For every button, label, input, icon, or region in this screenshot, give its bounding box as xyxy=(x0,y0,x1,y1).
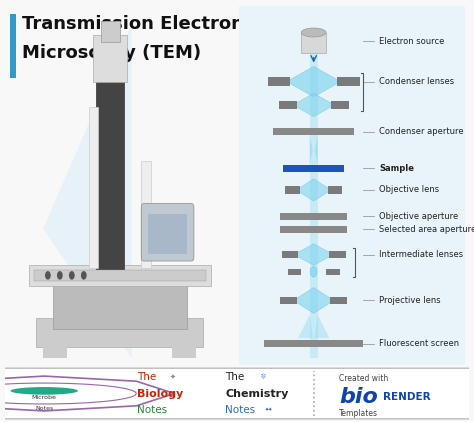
Polygon shape xyxy=(315,315,329,338)
Text: Transmission Electron: Transmission Electron xyxy=(21,15,244,33)
Bar xyxy=(281,297,297,304)
Text: Sample: Sample xyxy=(379,164,414,173)
Bar xyxy=(141,160,151,268)
Text: ✦: ✦ xyxy=(170,373,175,380)
Text: The: The xyxy=(226,372,245,381)
Text: Notes: Notes xyxy=(226,406,255,415)
Polygon shape xyxy=(310,135,313,165)
Text: Objective lens: Objective lens xyxy=(379,186,439,195)
Bar xyxy=(328,186,342,194)
Bar xyxy=(326,268,339,275)
Text: Projective lens: Projective lens xyxy=(379,296,441,305)
Bar xyxy=(279,101,297,109)
Bar xyxy=(310,42,318,358)
Text: Notes: Notes xyxy=(137,406,167,415)
Polygon shape xyxy=(293,93,335,116)
Text: Selected area aperture: Selected area aperture xyxy=(379,225,474,234)
FancyBboxPatch shape xyxy=(0,368,474,419)
Bar xyxy=(288,268,301,275)
Circle shape xyxy=(81,271,87,280)
Polygon shape xyxy=(294,244,333,265)
Bar xyxy=(89,107,98,268)
FancyBboxPatch shape xyxy=(237,0,467,372)
Text: bio: bio xyxy=(339,387,378,407)
Text: ⚛: ⚛ xyxy=(259,372,266,381)
Bar xyxy=(173,340,196,358)
Bar xyxy=(282,251,299,259)
Text: RENDER: RENDER xyxy=(383,392,431,402)
Ellipse shape xyxy=(301,28,326,37)
Bar xyxy=(93,35,127,81)
Text: ✦✦: ✦✦ xyxy=(265,408,273,413)
Text: Electron source: Electron source xyxy=(379,37,444,46)
Bar xyxy=(34,270,206,281)
Text: Created with: Created with xyxy=(339,374,389,383)
Circle shape xyxy=(57,271,63,280)
Polygon shape xyxy=(287,66,341,97)
Bar xyxy=(96,74,125,272)
Bar xyxy=(264,340,363,347)
Polygon shape xyxy=(298,315,313,338)
Text: Microbe: Microbe xyxy=(32,395,57,400)
Circle shape xyxy=(69,271,75,280)
Bar xyxy=(280,213,347,220)
Text: Chemistry: Chemistry xyxy=(226,389,289,398)
Bar xyxy=(273,128,354,135)
Text: The: The xyxy=(137,372,156,381)
Bar xyxy=(330,101,348,109)
Polygon shape xyxy=(296,179,331,201)
Text: Condenser lenses: Condenser lenses xyxy=(379,77,454,86)
Bar xyxy=(283,165,344,172)
Bar xyxy=(29,265,210,286)
Bar xyxy=(337,77,360,86)
Bar xyxy=(53,275,187,329)
Polygon shape xyxy=(43,24,132,358)
FancyBboxPatch shape xyxy=(141,203,194,261)
Text: Notes: Notes xyxy=(35,406,54,411)
Text: Objective aperture: Objective aperture xyxy=(379,212,458,221)
Text: Microscopy (TEM): Microscopy (TEM) xyxy=(21,44,201,62)
Bar xyxy=(100,21,119,42)
Bar xyxy=(285,186,300,194)
Bar xyxy=(330,297,347,304)
Polygon shape xyxy=(315,135,318,165)
Bar xyxy=(9,14,16,78)
Circle shape xyxy=(10,387,78,395)
Text: Fluorescent screen: Fluorescent screen xyxy=(379,339,459,348)
Bar xyxy=(329,251,346,259)
Text: Condenser aperture: Condenser aperture xyxy=(379,127,464,136)
Bar xyxy=(301,33,326,53)
Circle shape xyxy=(310,266,317,277)
Circle shape xyxy=(45,271,51,280)
Text: Intermediate lenses: Intermediate lenses xyxy=(379,250,463,259)
Bar xyxy=(43,340,67,358)
Bar xyxy=(148,214,187,254)
Polygon shape xyxy=(293,287,334,314)
Text: Biology: Biology xyxy=(137,389,183,398)
Bar xyxy=(280,226,347,233)
Text: Templates: Templates xyxy=(339,409,378,418)
Bar xyxy=(267,77,290,86)
Bar xyxy=(36,318,203,347)
